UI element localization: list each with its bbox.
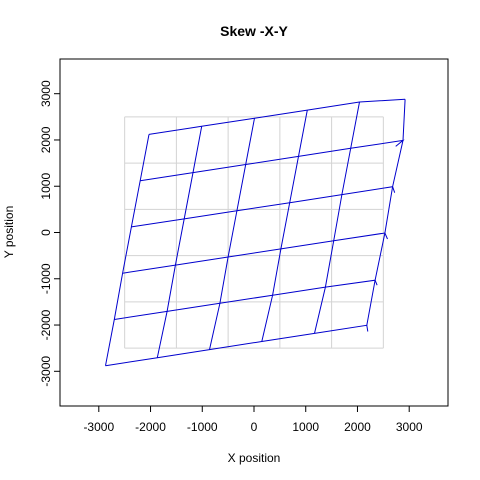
- chart-title: Skew -X-Y: [220, 23, 288, 39]
- skewed-grid-column: [156, 126, 203, 358]
- y-tick-label: -1000: [39, 263, 53, 294]
- y-tick-label: 0: [39, 229, 53, 236]
- skewed-grid-row: [122, 232, 388, 274]
- skewed-grid: [105, 98, 406, 367]
- skewed-grid-row: [148, 98, 406, 135]
- x-tick-label: 2000: [344, 420, 371, 434]
- skewed-grid-row: [114, 279, 378, 320]
- y-axis: -3000 -2000 -1000 0 1000 2000 3000: [39, 80, 60, 387]
- x-tick-label: -3000: [83, 420, 114, 434]
- x-tick-label: -2000: [135, 420, 166, 434]
- skewed-grid-row: [131, 186, 396, 228]
- skewed-grid-column: [261, 110, 308, 342]
- y-tick-label: 2000: [39, 126, 53, 153]
- skewed-grid-column: [105, 134, 150, 366]
- y-tick-label: -2000: [39, 309, 53, 340]
- x-tick-label: 1000: [292, 420, 319, 434]
- skewed-grid-row: [105, 324, 369, 367]
- skewed-grid-column: [209, 118, 255, 350]
- reference-grid: [124, 116, 384, 349]
- y-axis-label: Y position: [2, 206, 16, 258]
- x-tick-label: 0: [251, 420, 258, 434]
- x-axis-label: X position: [228, 451, 281, 465]
- y-tick-label: 1000: [39, 173, 53, 200]
- x-tick-label: 3000: [396, 420, 423, 434]
- x-axis: -3000 -2000 -1000 0 1000 2000 3000: [83, 406, 423, 434]
- y-tick-label: -3000: [39, 356, 53, 387]
- x-tick-label: -1000: [187, 420, 218, 434]
- skewed-grid-column: [314, 101, 360, 334]
- skewed-grid-column: [366, 99, 406, 326]
- plot-frame: [59, 58, 449, 407]
- y-tick-label: 3000: [39, 80, 53, 107]
- skewed-grid-row: [140, 139, 405, 182]
